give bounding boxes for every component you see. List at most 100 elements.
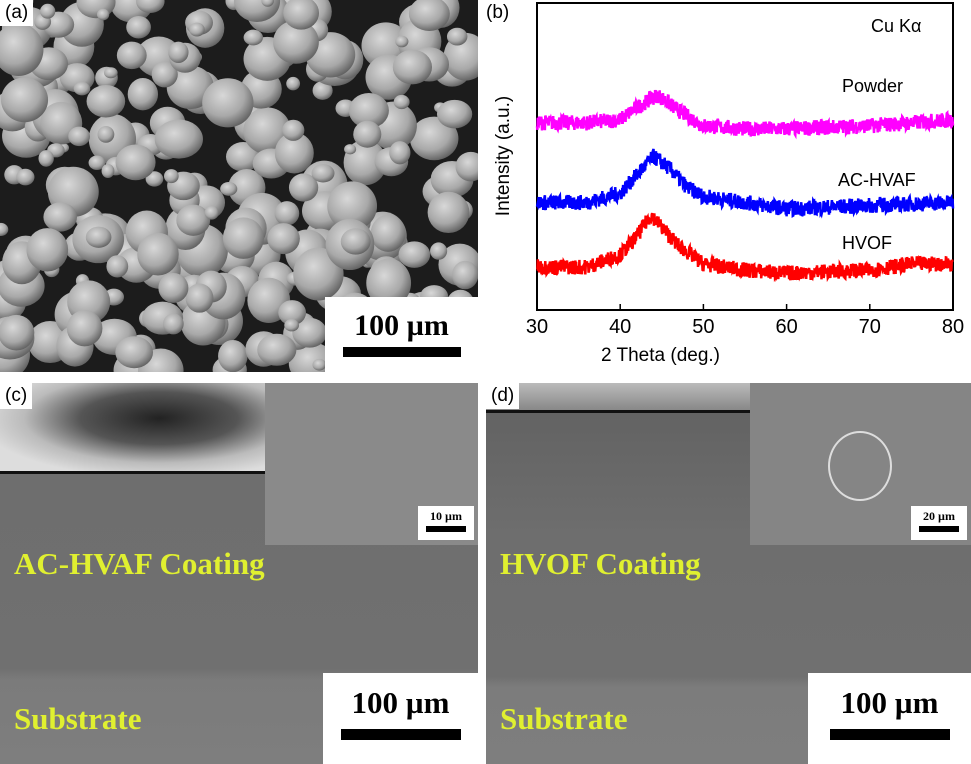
powder-particle <box>38 150 54 167</box>
panel-c-sem-ac-hvaf: 10 µm (c) AC-HVAF Coating Substrate 100 … <box>0 383 478 764</box>
inset-scale-d-text: 20 µm <box>923 509 955 523</box>
series-line-hvof <box>536 212 954 283</box>
mounting-resin-region <box>0 383 265 474</box>
powder-particle <box>115 144 156 181</box>
powder-particle <box>436 99 473 129</box>
panel-c-label: (c) <box>0 383 33 409</box>
panel-b-xrd-chart: (b) Cu Kα Powder AC-HVAF HVOF 2 Theta (d… <box>486 0 971 375</box>
powder-particle <box>0 222 9 237</box>
powder-particle <box>427 191 470 234</box>
powder-particle <box>137 232 179 276</box>
annotation-cu-ka: Cu Kα <box>871 16 922 36</box>
inset-scale-c-text: 10 µm <box>430 509 462 523</box>
powder-particle <box>288 173 319 202</box>
powder-particle <box>312 81 333 100</box>
powder-particle <box>443 32 478 81</box>
mounting-resin-region <box>486 383 750 413</box>
scale-bar-d-line <box>829 729 950 740</box>
powder-particle <box>97 126 115 143</box>
powder-particle <box>26 228 69 272</box>
panel-a-sem-powder: (a) 100 µm <box>0 0 478 372</box>
inset-image-d: 20 µm <box>750 383 971 545</box>
series-label-ac-hvaf: AC-HVAF <box>838 170 916 190</box>
powder-particle <box>86 84 126 118</box>
powder-particle <box>283 0 320 30</box>
scale-bar-c-line <box>340 729 461 740</box>
powder-particle <box>366 258 412 308</box>
scale-bar-d-text: 100 µm <box>840 685 939 720</box>
powder-particle <box>340 228 371 255</box>
panel-a-label: (a) <box>0 0 34 26</box>
powder-particle <box>185 283 214 313</box>
powder-particle <box>286 76 301 91</box>
powder-particle <box>273 20 319 64</box>
powder-particle <box>218 339 248 372</box>
powder-particle <box>274 201 300 226</box>
series-line-ac-hvaf <box>535 148 955 219</box>
powder-particle <box>452 260 478 290</box>
powder-particle <box>370 214 406 252</box>
powder-particle <box>430 242 448 260</box>
powder-particle <box>202 78 254 128</box>
powder-particle <box>103 67 118 79</box>
powder-particle <box>311 164 335 183</box>
powder-particle <box>158 272 189 303</box>
substrate-label-c: Substrate <box>14 701 142 736</box>
powder-particle <box>312 358 327 371</box>
powder-particle <box>0 77 49 123</box>
powder-particle <box>274 132 314 174</box>
powder-particle <box>85 226 112 248</box>
powder-particle <box>395 35 409 48</box>
powder-particle <box>389 141 411 165</box>
powder-particle <box>106 255 129 278</box>
powder-particle <box>136 0 165 13</box>
series-line-powder <box>535 89 955 140</box>
inset-image-c: 10 µm <box>265 383 478 545</box>
inset-scale-d-line <box>919 526 959 532</box>
powder-particle <box>116 41 147 70</box>
scale-bar-a-line <box>342 347 461 357</box>
powder-particle <box>163 169 179 184</box>
powder-particle <box>348 93 389 129</box>
powder-particle <box>0 23 44 77</box>
substrate-label-d: Substrate <box>500 701 628 736</box>
powder-particle <box>166 65 215 110</box>
powder-particle <box>168 41 189 64</box>
powder-particle <box>68 126 90 147</box>
x-tick-label: 50 <box>692 316 715 338</box>
powder-particle <box>189 22 205 37</box>
coating-label-c: AC-HVAF Coating <box>14 546 265 581</box>
scale-bar-c-text: 100 µm <box>351 685 450 720</box>
powder-particle <box>220 182 238 196</box>
powder-particle <box>73 81 91 96</box>
powder-particle <box>176 204 211 236</box>
scale-bar-d: 100 µm <box>808 673 971 764</box>
powder-particle <box>151 61 178 88</box>
powder-particle <box>243 29 264 46</box>
inset-scale-bar-c: 10 µm <box>418 506 474 540</box>
plot-frame <box>536 2 954 311</box>
powder-particle <box>455 151 478 182</box>
powder-particle <box>43 202 77 232</box>
powder-particle <box>278 300 307 326</box>
powder-particle <box>127 78 159 111</box>
powder-particle <box>101 164 115 179</box>
panel-d-sem-hvof: 20 µm (d) HVOF Coating Substrate 100 µm <box>486 383 971 764</box>
powder-particle <box>292 317 328 348</box>
xrd-plot <box>535 2 955 311</box>
powder-particle <box>225 142 261 172</box>
powder-particle <box>163 313 184 335</box>
series-label-powder: Powder <box>842 76 904 96</box>
powder-particle <box>126 15 151 39</box>
powder-particle <box>398 241 431 268</box>
inset-pore-ring <box>828 431 892 501</box>
x-tick-label: 30 <box>525 316 549 338</box>
inset-scale-c-line <box>426 526 466 532</box>
x-axis-label: 2 Theta (deg.) <box>601 345 721 366</box>
powder-particle <box>393 94 410 110</box>
powder-particle <box>282 119 305 141</box>
powder-particle <box>409 116 459 161</box>
powder-particle <box>222 217 264 259</box>
powder-particle <box>267 223 300 255</box>
